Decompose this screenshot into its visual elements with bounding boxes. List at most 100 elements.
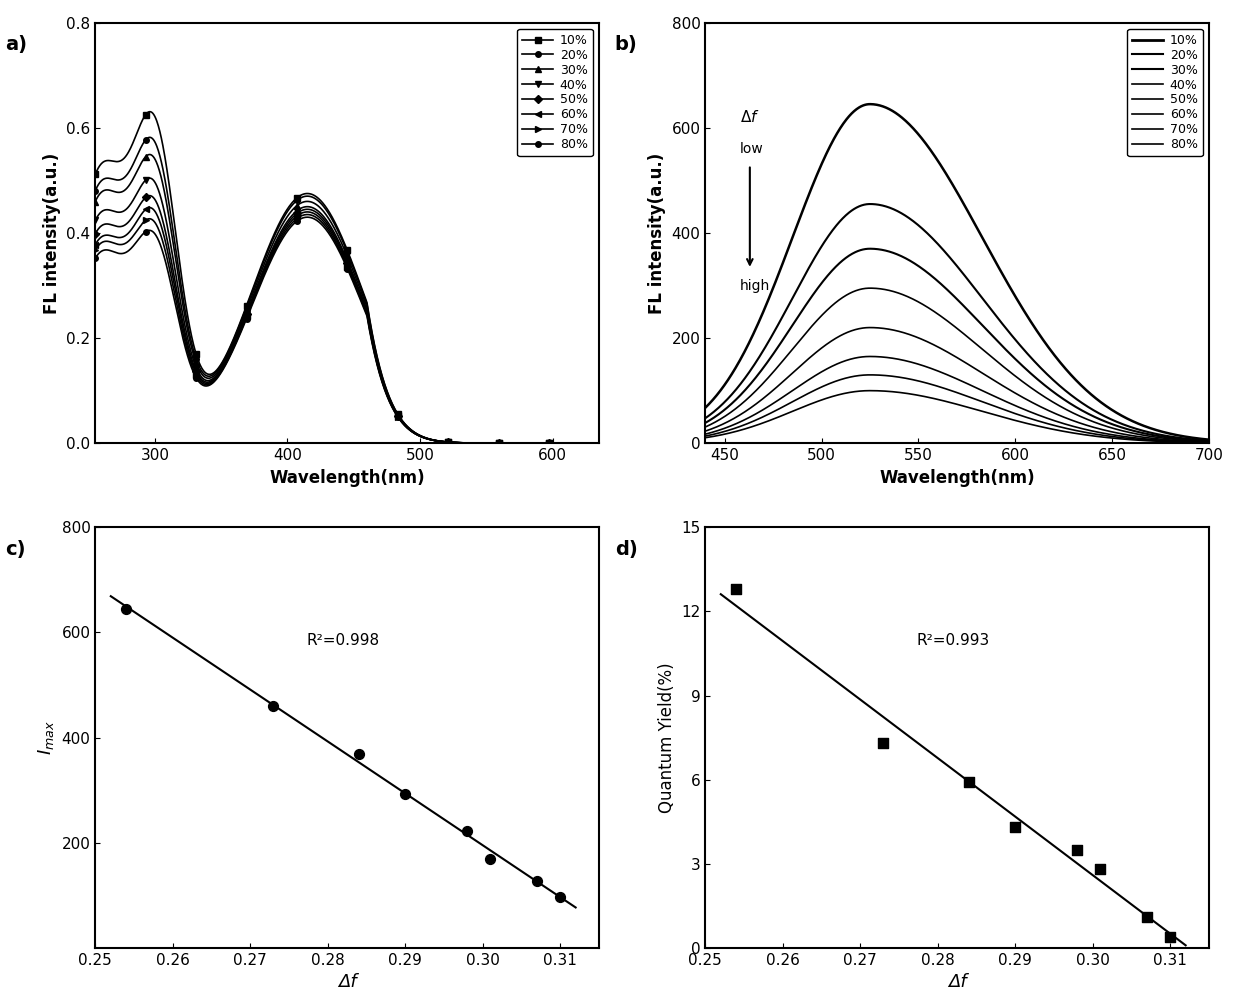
- 20%: [481, 437, 496, 450]
- 60%: [729, 417, 744, 429]
- 30%: [1132, 426, 1147, 438]
- 30%: [143, 148, 157, 160]
- 30%: [862, 243, 877, 255]
- Point: [458, 824, 477, 840]
- 70%: [139, 214, 154, 226]
- Text: b): b): [615, 35, 637, 54]
- Point: [873, 735, 893, 751]
- 70%: [481, 437, 496, 450]
- 50%: [310, 208, 325, 220]
- 50%: [490, 437, 505, 450]
- 20%: [1004, 330, 1019, 342]
- 30%: [1019, 364, 1034, 376]
- Line: 70%: 70%: [706, 375, 1209, 443]
- Line: 20%: 20%: [706, 204, 1209, 440]
- 40%: [310, 205, 325, 217]
- 10%: [862, 98, 877, 110]
- 50%: [1132, 430, 1147, 443]
- Line: 70%: 70%: [93, 212, 601, 446]
- 80%: [434, 435, 449, 448]
- 50%: [591, 437, 606, 450]
- Y-axis label: $I_{max}$: $I_{max}$: [36, 720, 56, 755]
- X-axis label: Wavelength(nm): Wavelength(nm): [879, 469, 1035, 487]
- 80%: [862, 385, 877, 397]
- 20%: [1202, 434, 1216, 447]
- X-axis label: Wavelength(nm): Wavelength(nm): [269, 469, 425, 487]
- 10%: [729, 361, 744, 373]
- 10%: [698, 402, 713, 414]
- 70%: [310, 213, 325, 225]
- 80%: [300, 211, 315, 223]
- 60%: [139, 203, 154, 215]
- 80%: [1004, 413, 1019, 425]
- 40%: [1019, 379, 1034, 391]
- 80%: [310, 215, 325, 227]
- 70%: [1019, 411, 1034, 423]
- 20%: [434, 435, 449, 448]
- 10%: [1132, 418, 1147, 430]
- Line: 60%: 60%: [706, 357, 1209, 443]
- 10%: [1080, 385, 1095, 397]
- 70%: [991, 401, 1006, 413]
- 50%: [434, 435, 449, 448]
- 60%: [1202, 436, 1216, 449]
- 10%: [88, 168, 103, 180]
- 60%: [310, 210, 325, 222]
- 20%: [310, 195, 325, 207]
- 30%: [991, 336, 1006, 348]
- 30%: [481, 437, 496, 450]
- 50%: [481, 437, 496, 450]
- 20%: [991, 312, 1006, 325]
- 40%: [1004, 367, 1019, 379]
- 50%: [1202, 435, 1216, 448]
- 40%: [862, 282, 877, 294]
- 70%: [862, 369, 877, 381]
- 30%: [1004, 350, 1019, 362]
- 30%: [1202, 435, 1216, 448]
- 70%: [291, 211, 306, 223]
- 60%: [481, 437, 496, 450]
- 20%: [591, 437, 606, 450]
- 40%: [490, 437, 505, 450]
- 20%: [1080, 401, 1095, 413]
- 10%: [1019, 309, 1034, 322]
- 10%: [143, 106, 157, 118]
- Line: 20%: 20%: [93, 134, 601, 446]
- Line: 10%: 10%: [706, 104, 1209, 439]
- 30%: [490, 437, 505, 450]
- 60%: [434, 435, 449, 448]
- 60%: [143, 202, 157, 214]
- 10%: [1004, 284, 1019, 296]
- Line: 30%: 30%: [93, 152, 601, 446]
- Legend: 10%, 20%, 30%, 40%, 50%, 60%, 70%, 80%: 10%, 20%, 30%, 40%, 50%, 60%, 70%, 80%: [517, 29, 593, 156]
- 60%: [88, 239, 103, 251]
- Point: [481, 851, 501, 867]
- Text: a): a): [5, 35, 26, 54]
- X-axis label: Δf: Δf: [337, 974, 356, 991]
- 70%: [434, 435, 449, 448]
- Point: [1090, 862, 1110, 878]
- Line: 50%: 50%: [93, 193, 601, 446]
- Line: 30%: 30%: [706, 249, 1209, 442]
- Text: c): c): [5, 540, 25, 559]
- Text: d): d): [615, 540, 637, 559]
- 10%: [481, 437, 496, 450]
- Y-axis label: Quantum Yield(%): Quantum Yield(%): [657, 662, 676, 812]
- 50%: [1004, 385, 1019, 397]
- Line: 50%: 50%: [706, 328, 1209, 442]
- 50%: [698, 425, 713, 437]
- 80%: [291, 214, 306, 226]
- 50%: [862, 322, 877, 334]
- 70%: [88, 244, 103, 256]
- 80%: [139, 225, 154, 237]
- Line: 40%: 40%: [93, 175, 601, 446]
- 70%: [729, 421, 744, 433]
- 70%: [300, 209, 315, 221]
- 10%: [490, 437, 505, 450]
- 20%: [1132, 423, 1147, 435]
- 80%: [88, 252, 103, 264]
- Point: [1161, 928, 1180, 944]
- 10%: [310, 192, 325, 204]
- 70%: [1132, 433, 1147, 446]
- 70%: [1080, 426, 1095, 438]
